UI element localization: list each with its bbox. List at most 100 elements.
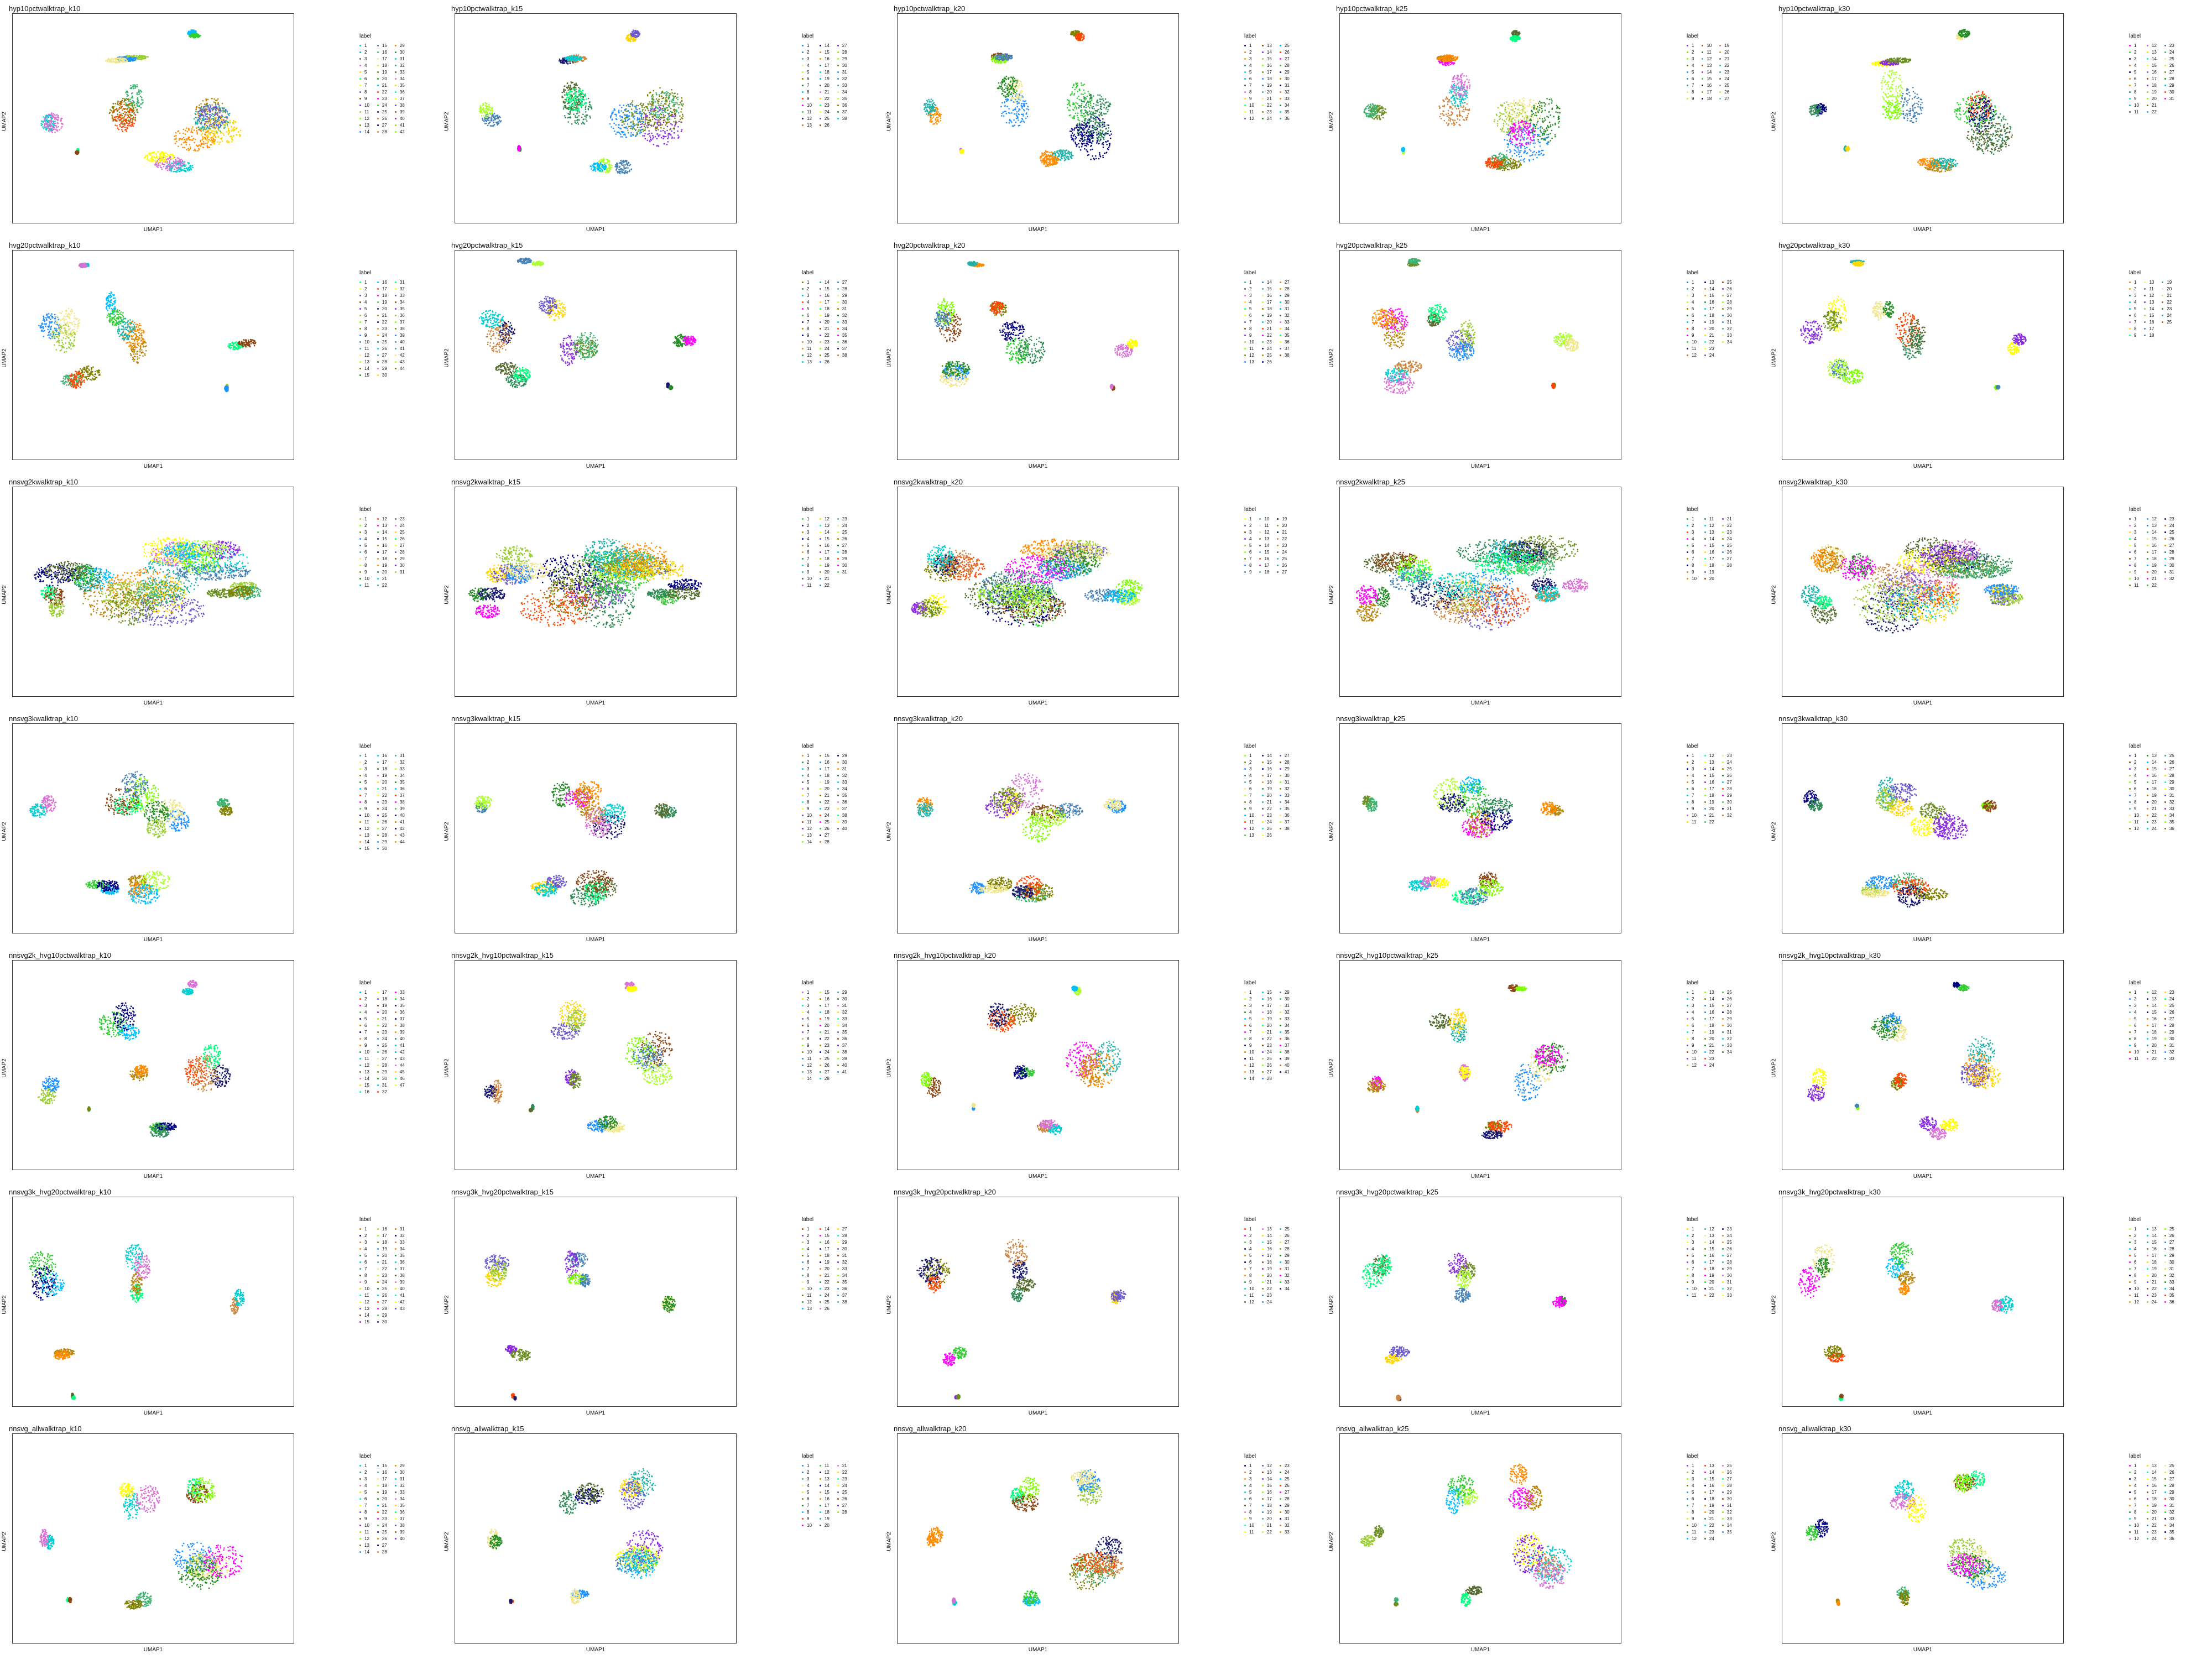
legend-key-dot — [359, 1065, 361, 1066]
legend-key-dot — [1262, 65, 1264, 66]
legend-entry-label: 13 — [1249, 833, 1254, 838]
legend-entry: 12 — [1702, 56, 1712, 61]
legend-key-dot — [1704, 321, 1706, 323]
legend-entry-label: 34 — [842, 326, 847, 331]
cluster-39-points — [68, 1597, 72, 1603]
legend-key-dot — [377, 1551, 379, 1553]
legend-entry-label: 9 — [1249, 1043, 1251, 1048]
legend-key-dot — [2144, 308, 2146, 310]
legend-entry: 2 — [1244, 1469, 1254, 1475]
legend-entry-label: 12 — [2134, 1536, 2139, 1541]
legend-entry-label: 42 — [400, 129, 405, 134]
legend-key-dot — [2147, 1498, 2148, 1500]
legend-entry-label: 23 — [382, 1516, 387, 1521]
legend-entry: 2 — [359, 759, 369, 765]
legend-key-dot — [1704, 1268, 1706, 1270]
legend-key-dot — [1277, 531, 1279, 533]
legend-entry-label: 43 — [400, 359, 405, 364]
cluster-17-points — [513, 1396, 517, 1401]
legend-entry: 21 — [1262, 1522, 1272, 1528]
legend-entry-label: 34 — [842, 90, 847, 95]
legend-key-dot — [377, 124, 379, 126]
legend-key-dot — [837, 288, 839, 290]
legend-entry-label: 29 — [842, 990, 847, 995]
legend-entry-label: 27 — [1727, 1003, 1732, 1008]
legend-key-dot — [377, 781, 379, 783]
legend-title: label — [1244, 1453, 1290, 1459]
legend-entry-label: 17 — [1267, 773, 1272, 778]
legend-key-dot — [820, 1255, 821, 1256]
legend-key-dot — [359, 361, 361, 363]
umap-panel: nnsvg3kwalktrap_k15 UMAP1 UMAP2 label 1 2 3 4 5 6… — [442, 710, 885, 947]
legend-title: label — [1244, 1217, 1290, 1223]
legend-key-dot — [359, 1518, 361, 1520]
legend-entry-label: 23 — [1727, 1227, 1732, 1232]
legend-entry-label: 16 — [2152, 70, 2157, 75]
legend-entry: 19 — [377, 1246, 387, 1251]
legend-entry-label: 27 — [825, 833, 830, 838]
legend-entry-label: 4 — [807, 1010, 809, 1015]
plot-area — [1339, 960, 1621, 1170]
legend-key-dot — [837, 1038, 839, 1040]
legend-key-dot — [820, 1288, 821, 1290]
legend-key-dot — [802, 335, 804, 336]
legend-entry-label: 23 — [825, 103, 830, 108]
legend-key-dot — [1262, 71, 1264, 73]
legend-key-dot — [2164, 775, 2166, 776]
legend-entry-label: 19 — [2152, 563, 2157, 568]
legend-entry-label: 17 — [382, 1477, 387, 1481]
legend-entry-label: 13 — [1267, 1227, 1272, 1232]
legend-entry-label: 17 — [825, 63, 830, 68]
cluster-13-points — [479, 310, 504, 328]
legend-entry: 31 — [395, 569, 405, 575]
plot-area — [897, 13, 1179, 223]
legend-entry: 22 — [820, 96, 830, 101]
legend-entry-label: 19 — [1267, 1266, 1272, 1271]
legend-key-dot — [1704, 1018, 1706, 1020]
legend-entry: 25 — [1722, 1463, 1732, 1468]
legend-key-dot — [1722, 1275, 1724, 1276]
legend-entry: 20 — [820, 1266, 830, 1271]
legend-entry-label: 16 — [1267, 1490, 1272, 1495]
legend-entry: 8 — [2129, 1509, 2139, 1515]
cluster-17-points — [559, 1490, 577, 1515]
legend-entry: 22 — [1262, 1286, 1272, 1291]
legend-entry-label: 25 — [1727, 766, 1732, 771]
legend-key-dot — [820, 1018, 821, 1020]
legend-key-dot — [1244, 65, 1246, 66]
legend-key-dot — [2144, 321, 2146, 323]
legend-entry-label: 27 — [1285, 56, 1290, 61]
legend-key-dot — [2147, 1018, 2148, 1020]
legend-entry: 44 — [395, 366, 405, 371]
legend-key-dot — [2129, 1295, 2131, 1296]
legend-entry: 11 — [1687, 1292, 1697, 1298]
legend-entry-label: 28 — [382, 129, 387, 134]
plot-area — [897, 1433, 1179, 1644]
legend-entry: 29 — [837, 556, 847, 561]
legend-key-dot — [395, 545, 397, 546]
legend-entry-label: 32 — [1285, 1523, 1290, 1528]
legend-entry-label: 1 — [1692, 280, 1694, 285]
legend-entry-label: 39 — [400, 806, 405, 811]
legend-key-dot — [2129, 335, 2131, 336]
legend-key-dot — [2129, 788, 2131, 790]
legend-key-dot — [837, 801, 839, 803]
legend-entry-label: 23 — [825, 806, 830, 811]
legend-entry-label: 25 — [2169, 1227, 2174, 1232]
legend-key-dot — [395, 795, 397, 796]
legend-key-dot — [2147, 1228, 2148, 1230]
legend-entry-label: 3 — [2134, 1477, 2136, 1481]
legend-entry-label: 27 — [382, 1543, 387, 1548]
legend-key-dot — [2129, 51, 2131, 53]
legend-entry-label: 20 — [1709, 1510, 1714, 1515]
legend-entry-label: 9 — [364, 806, 367, 811]
legend-key-dot — [1262, 775, 1264, 776]
umap-scatter — [1782, 487, 2064, 697]
legend-entry-label: 31 — [400, 280, 405, 285]
legend-entry: 3 — [802, 766, 812, 771]
legend-key-dot — [1704, 821, 1706, 823]
legend-entry: 10 — [359, 1522, 369, 1528]
legend-key-dot — [2164, 1261, 2166, 1263]
legend-entry: 11 — [1244, 819, 1254, 825]
legend-entry: 11 — [2144, 286, 2154, 291]
